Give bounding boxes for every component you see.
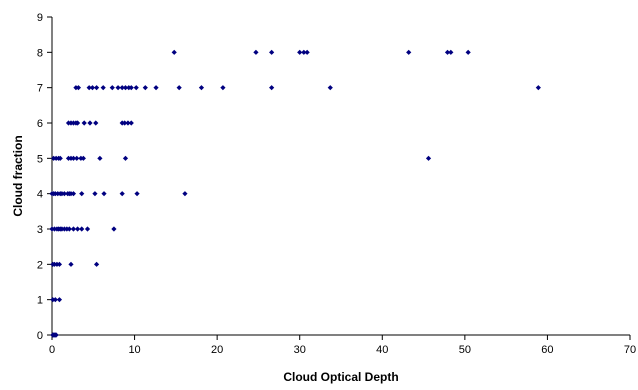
data-point — [128, 85, 134, 91]
data-point — [61, 191, 67, 197]
data-point — [253, 49, 259, 55]
y-axis-ticks: 0 1 2 3 4 5 6 7 8 9 — [37, 12, 52, 342]
data-point — [100, 85, 106, 91]
data-point — [301, 49, 307, 55]
x-tick-label: 30 — [294, 344, 306, 356]
data-point — [444, 49, 451, 55]
y-tick-label: 6 — [37, 118, 43, 130]
data-point — [56, 261, 63, 267]
data-point — [406, 49, 412, 55]
y-tick-label: 1 — [37, 295, 43, 307]
data-point — [448, 49, 454, 55]
x-tick-label: 50 — [459, 344, 471, 356]
y-tick-label: 3 — [37, 224, 43, 236]
x-axis-title: Cloud Optical Depth — [283, 370, 398, 384]
data-point — [465, 49, 471, 55]
y-tick-label: 2 — [37, 259, 43, 271]
data-point — [176, 85, 182, 91]
data-point — [68, 261, 74, 267]
data-point — [142, 85, 148, 91]
data-point — [327, 85, 333, 91]
data-point — [70, 155, 77, 161]
data-point — [74, 226, 81, 232]
data-point — [128, 120, 134, 126]
data-point — [70, 226, 77, 232]
data-point — [74, 155, 80, 161]
data-points — [49, 49, 541, 338]
y-tick-label: 4 — [37, 189, 43, 201]
x-tick-label: 0 — [49, 344, 55, 356]
data-point — [119, 85, 125, 91]
y-tick-label: 9 — [37, 12, 43, 24]
data-point — [87, 120, 93, 126]
data-point — [220, 85, 226, 91]
data-point — [80, 155, 86, 161]
data-point — [53, 332, 59, 338]
data-point — [92, 191, 98, 197]
data-point — [75, 85, 82, 91]
data-point — [198, 85, 205, 91]
data-point — [79, 191, 85, 197]
data-point — [84, 226, 91, 232]
data-point — [93, 120, 99, 126]
x-axis-ticks: 0 10 20 30 40 50 60 70 — [49, 335, 636, 356]
data-point — [125, 120, 131, 126]
data-point — [57, 155, 63, 161]
y-tick-label: 0 — [37, 330, 43, 342]
data-point — [52, 297, 58, 303]
data-point — [269, 49, 275, 55]
y-tick-label: 5 — [37, 153, 43, 165]
data-point — [425, 155, 432, 161]
data-point — [535, 85, 541, 91]
x-tick-label: 20 — [211, 344, 223, 356]
data-point — [79, 226, 85, 232]
data-point — [122, 155, 129, 161]
data-point — [134, 191, 140, 197]
data-point — [109, 85, 115, 91]
data-point — [86, 85, 92, 91]
data-point — [119, 191, 125, 197]
data-point — [153, 85, 159, 91]
y-tick-label: 8 — [37, 47, 43, 59]
data-point — [66, 226, 72, 232]
x-tick-label: 40 — [376, 344, 388, 356]
y-tick-label: 7 — [37, 83, 43, 95]
data-point — [304, 49, 310, 55]
x-tick-label: 60 — [541, 344, 553, 356]
data-point — [122, 120, 128, 126]
data-point — [269, 85, 275, 91]
data-point — [56, 297, 63, 303]
y-axis-title: Cloud fraction — [11, 135, 25, 216]
data-point — [81, 120, 87, 126]
data-point — [93, 85, 100, 91]
data-point — [297, 49, 303, 55]
data-point — [133, 85, 139, 91]
x-tick-label: 10 — [128, 344, 140, 356]
data-point — [122, 85, 129, 91]
data-point — [171, 49, 177, 55]
data-point — [115, 85, 121, 91]
data-point — [89, 85, 96, 91]
data-point — [93, 261, 100, 267]
data-point — [101, 191, 107, 197]
data-point — [182, 191, 188, 197]
x-tick-label: 70 — [624, 344, 636, 356]
data-point — [97, 155, 103, 161]
data-point — [70, 191, 77, 197]
data-point — [74, 120, 81, 126]
data-point — [111, 226, 117, 232]
